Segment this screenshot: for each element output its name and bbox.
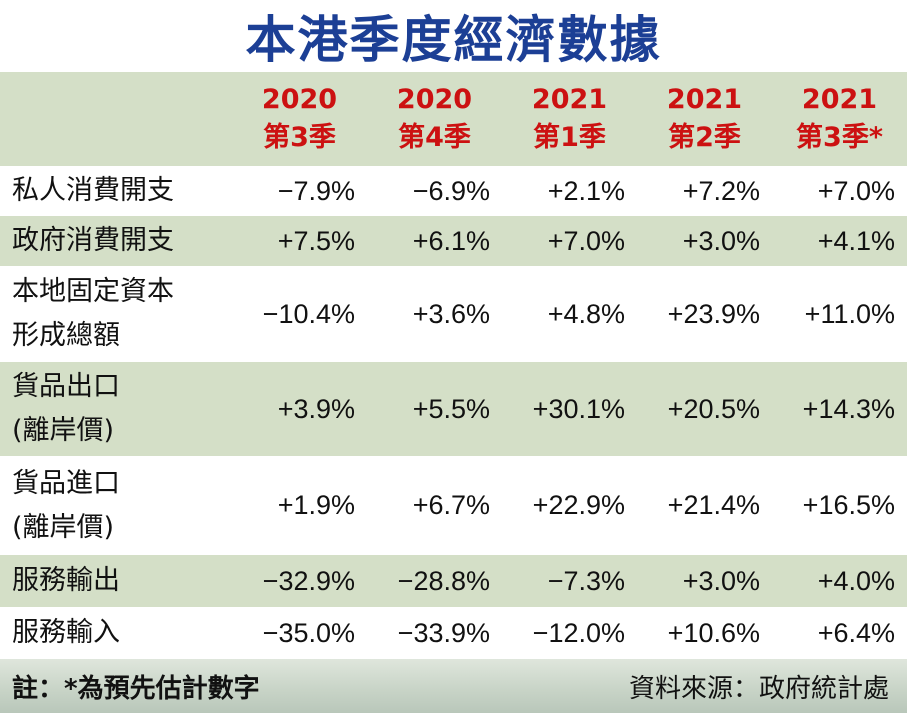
table-cell: +14.3% xyxy=(802,393,895,424)
table-cell: +3.0% xyxy=(682,225,760,256)
table-cell: +3.0% xyxy=(682,565,760,596)
footer: 註：*為預先估計數字 資料來源：政府統計處 xyxy=(0,659,907,713)
header-row: 2020 第3季 2020 第4季 2021 第1季 2021 第2季 2021… xyxy=(0,72,907,166)
column-header: 2021 第2季 xyxy=(637,72,772,166)
table-row: 貨品出口 (離岸價) +3.9% +5.5% +30.1% +20.5% +14… xyxy=(0,362,907,456)
column-year: 2021 xyxy=(666,84,743,115)
row-label-line: 貨品進口 xyxy=(12,467,120,499)
table-cell: +7.2% xyxy=(682,175,760,206)
source-credit: 資料來源：政府統計處 xyxy=(628,673,889,704)
table-cell: +22.9% xyxy=(532,490,625,520)
table-row: 服務輸出 −32.9% −28.8% −7.3% +3.0% +4.0% xyxy=(0,555,907,607)
table-row: 政府消費開支 +7.5% +6.1% +7.0% +3.0% +4.1% xyxy=(0,216,907,266)
row-label-line: 私人消費開支 xyxy=(12,175,174,206)
table-cell: +4.1% xyxy=(817,225,895,256)
column-header: 2021 第1季 xyxy=(502,72,637,166)
row-label-line: (離岸價) xyxy=(12,511,115,543)
table-row: 服務輸入 −35.0% −33.9% −12.0% +10.6% +6.4% xyxy=(0,607,907,659)
table-cell: −10.4% xyxy=(262,298,355,329)
table-cell: +20.5% xyxy=(667,393,760,424)
table-cell: +7.5% xyxy=(277,225,355,256)
table-cell: +6.1% xyxy=(412,225,490,256)
table-cell: +1.9% xyxy=(277,490,355,520)
row-label-line: 服務輸出 xyxy=(12,565,120,596)
table-cell: −33.9% xyxy=(397,617,490,648)
row-label-line: 本地固定資本 xyxy=(12,276,174,307)
table-cell: +4.8% xyxy=(547,298,625,329)
table-cell: +3.6% xyxy=(412,298,490,329)
column-year: 2021 xyxy=(801,84,878,115)
footnote: 註：*為預先估計數字 xyxy=(12,673,260,704)
table-cell: +10.6% xyxy=(667,617,760,648)
row-label-line: 形成總額 xyxy=(12,320,120,351)
table-cell: +7.0% xyxy=(547,225,625,256)
table-cell: +16.5% xyxy=(802,490,895,520)
row-label-line: 貨品出口 xyxy=(12,371,120,402)
table-cell: −12.0% xyxy=(532,617,625,648)
column-quarter: 第3季* xyxy=(796,122,883,153)
header-blank xyxy=(0,72,232,166)
table-cell: +5.5% xyxy=(412,393,490,424)
column-header: 2020 第4季 xyxy=(367,72,502,166)
row-label: 私人消費開支 xyxy=(0,166,232,216)
table-cell: +3.9% xyxy=(277,393,355,424)
row-label: 政府消費開支 xyxy=(0,216,232,266)
page-title: 本港季度經濟數據 xyxy=(245,11,662,69)
data-table: 2020 第3季 2020 第4季 2021 第1季 2021 第2季 2021… xyxy=(0,72,907,659)
table-cell: −6.9% xyxy=(412,175,490,206)
table-cell: −7.3% xyxy=(547,565,625,596)
table-cell: +2.1% xyxy=(547,175,625,206)
row-label-line: (離岸價) xyxy=(12,415,115,446)
row-label: 本地固定資本 形成總額 xyxy=(0,266,232,362)
table-cell: +11.0% xyxy=(804,298,895,329)
table-cell: +23.9% xyxy=(667,298,760,329)
table-cell: +7.0% xyxy=(817,175,895,206)
table-cell: +6.7% xyxy=(412,490,490,520)
table-cell: −32.9% xyxy=(262,565,355,596)
column-year: 2021 xyxy=(531,84,608,115)
column-year: 2020 xyxy=(396,84,473,115)
column-quarter: 第2季 xyxy=(668,122,741,153)
column-quarter: 第1季 xyxy=(533,122,606,153)
column-quarter: 第4季 xyxy=(398,122,471,153)
row-label: 貨品出口 (離岸價) xyxy=(0,362,232,456)
table-cell: +30.1% xyxy=(532,393,625,424)
table-row: 貨品進口 (離岸價) +1.9% +6.7% +22.9% +21.4% +16… xyxy=(0,456,907,555)
column-header: 2020 第3季 xyxy=(232,72,367,166)
row-label: 貨品進口 (離岸價) xyxy=(0,456,232,555)
table-cell: −7.9% xyxy=(277,175,355,206)
row-label-line: 政府消費開支 xyxy=(12,225,174,256)
table-cell: −28.8% xyxy=(397,565,490,596)
column-quarter: 第3季 xyxy=(263,122,336,153)
table-row: 本地固定資本 形成總額 −10.4% +3.6% +4.8% +23.9% +1… xyxy=(0,266,907,362)
table-cell: +6.4% xyxy=(817,617,895,648)
table-row: 私人消費開支 −7.9% −6.9% +2.1% +7.2% +7.0% xyxy=(0,166,907,216)
table-cell: +21.4% xyxy=(667,490,760,520)
column-header: 2021 第3季* xyxy=(772,72,907,166)
row-label-line: 服務輸入 xyxy=(12,617,120,648)
row-label: 服務輸出 xyxy=(0,555,232,607)
table-cell: −35.0% xyxy=(262,617,355,648)
column-year: 2020 xyxy=(261,84,338,115)
table-cell: +4.0% xyxy=(817,565,895,596)
row-label: 服務輸入 xyxy=(0,607,232,659)
